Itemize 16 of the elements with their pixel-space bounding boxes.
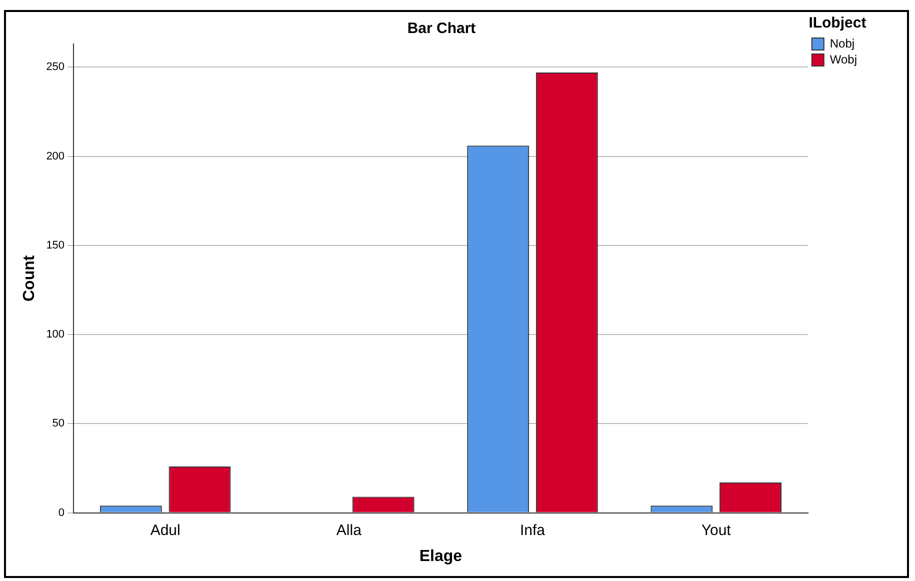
y-tick-label: 150 [46,239,65,252]
legend-title: ILobject [808,14,866,32]
legend-label: Nobj [830,36,855,50]
chart-title: Bar Chart [407,20,476,38]
x-tick-label: Infa [520,522,546,539]
x-tick-label: Adul [150,522,180,539]
y-tick-label: 100 [46,328,65,341]
x-tick-label: Yout [701,522,732,539]
y-tick-label: 200 [46,150,65,162]
x-tick-label: Alla [336,522,362,539]
x-axis-title: Elage [419,548,462,565]
y-tick-label: 50 [52,418,65,430]
y-tick-label: 250 [46,61,65,74]
y-axis-title: Count [21,254,38,302]
legend-label: Wobj [830,52,857,66]
y-tick-label: 0 [58,506,65,519]
